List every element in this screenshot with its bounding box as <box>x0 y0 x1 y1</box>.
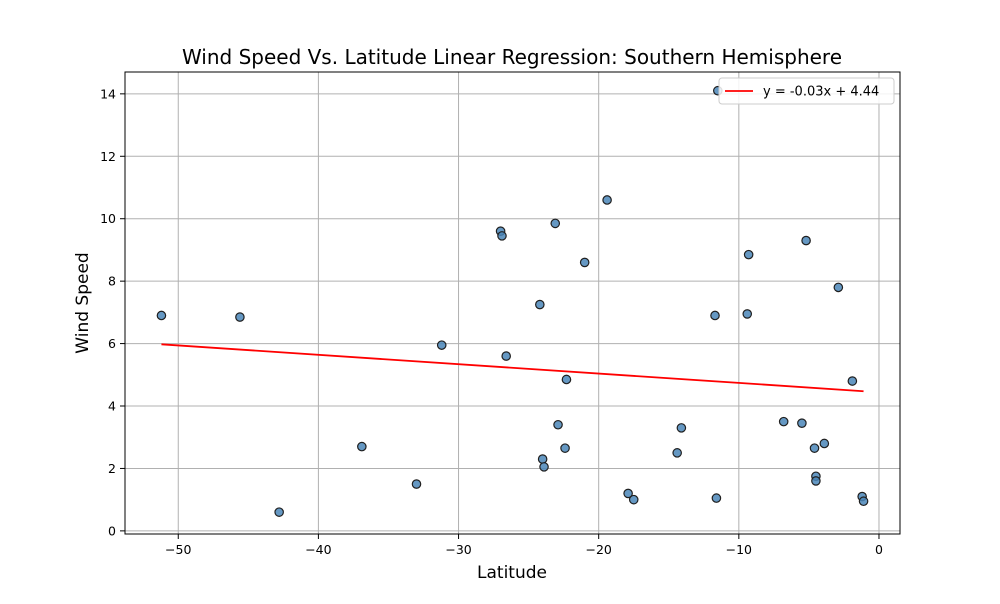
data-points <box>156 85 869 517</box>
y-tick-label: 8 <box>108 274 116 289</box>
data-point <box>501 351 511 361</box>
x-axis-label: Latitude <box>477 563 547 583</box>
data-point <box>602 195 612 205</box>
plot-frame <box>124 71 901 535</box>
data-point <box>411 479 422 489</box>
data-point <box>672 448 682 458</box>
x-tick-label: 0 <box>875 542 883 557</box>
data-point <box>742 309 753 319</box>
y-tick-label: 2 <box>108 461 116 476</box>
data-point <box>811 476 821 486</box>
chart-title: Wind Speed Vs. Latitude Linear Regressio… <box>182 45 842 69</box>
legend: y = -0.03x + 4.44 <box>718 77 895 105</box>
data-point <box>628 494 639 505</box>
axis-ticks: −50 −40 −30 −20 −10 0 0 2 4 6 8 10 12 14 <box>100 86 883 557</box>
data-point <box>535 299 545 310</box>
data-point <box>743 249 754 260</box>
data-point <box>809 443 820 453</box>
data-point <box>676 423 687 433</box>
grid-lines <box>125 72 900 534</box>
data-point <box>801 235 811 246</box>
data-point <box>711 493 722 503</box>
x-tick-label: −20 <box>585 542 611 557</box>
y-tick-label: 0 <box>108 523 116 538</box>
data-point <box>156 310 167 321</box>
data-point <box>436 340 447 350</box>
data-point <box>561 374 572 385</box>
x-tick-label: −30 <box>445 542 471 557</box>
regression-line-layer <box>161 343 864 393</box>
data-point <box>858 496 869 507</box>
x-tick-label: −10 <box>726 542 752 557</box>
data-point <box>357 441 367 452</box>
data-point <box>553 419 563 430</box>
y-axis-label: Wind Speed <box>73 252 93 353</box>
y-tick-label: 4 <box>108 399 116 414</box>
y-tick-label: 14 <box>100 86 116 101</box>
data-point <box>579 257 590 268</box>
data-point <box>797 418 807 428</box>
x-tick-label: −50 <box>165 542 191 557</box>
y-tick-label: 6 <box>108 336 116 351</box>
legend-entry-regression: y = -0.03x + 4.44 <box>763 85 879 100</box>
data-point <box>550 218 561 229</box>
data-point <box>497 231 507 241</box>
legend-box <box>718 77 895 105</box>
y-tick-label: 10 <box>100 211 116 226</box>
data-point <box>274 507 284 517</box>
data-point <box>847 376 858 386</box>
data-point <box>539 462 549 472</box>
regression-line <box>161 343 864 393</box>
data-point <box>235 312 245 322</box>
data-point <box>778 416 789 427</box>
data-point <box>623 488 633 499</box>
data-point <box>710 310 720 321</box>
data-point <box>537 454 548 464</box>
y-tick-label: 12 <box>100 149 116 164</box>
data-point <box>560 443 570 453</box>
x-tick-label: −40 <box>305 542 331 557</box>
data-point <box>819 438 830 449</box>
data-point <box>833 282 844 293</box>
